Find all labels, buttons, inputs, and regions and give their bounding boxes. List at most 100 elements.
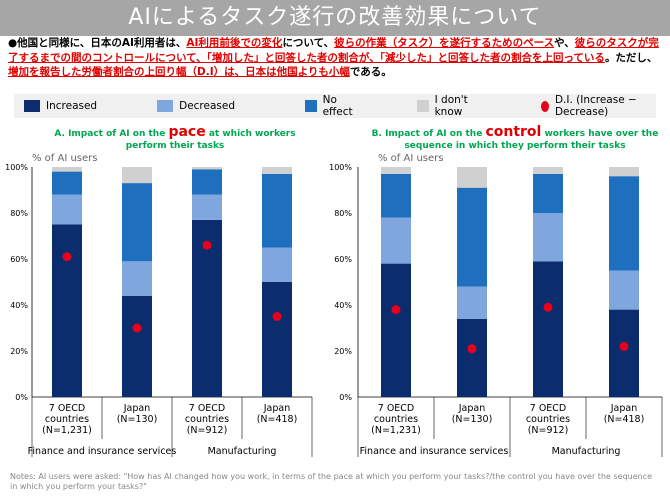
y-tick-label: 80% <box>10 209 28 218</box>
di-point <box>391 305 401 315</box>
x-category-label: (N=912) <box>187 425 228 436</box>
di-point <box>619 341 629 351</box>
x-category-label: (N=912) <box>528 425 569 436</box>
intro-part: 彼らの作業（タスク）を遂行するためのペース <box>334 37 555 49</box>
intro-part: 。ただし、 <box>604 51 658 64</box>
bar-segment-i-don-t-know <box>457 167 487 188</box>
y-tick-label: 0% <box>339 393 352 402</box>
charts-canvas: 0%20%40%60%80%100%7 OECDcountries(N=1,23… <box>5 163 663 457</box>
bar-segment-no-effect <box>381 173 411 218</box>
legend-label: Decreased <box>179 100 236 112</box>
x-category-label: countries <box>185 414 229 425</box>
bar-segment-decreased <box>192 194 222 220</box>
x-category-label: (N=130) <box>117 414 158 425</box>
di-point <box>132 323 142 333</box>
panel-b-title: B. Impact of AI on the control workers h… <box>370 124 660 152</box>
legend-item: Increased <box>24 100 97 112</box>
x-category-label: Japan <box>123 403 151 414</box>
group-label: Finance and insurance services <box>360 446 509 457</box>
legend-label: I don't know <box>434 94 468 118</box>
di-point <box>543 302 553 312</box>
intro-part: 彼らのタスクが完了するまでの間のコントロールについて、「増加した」と回答した者の… <box>8 37 659 64</box>
bar-segment-increased <box>262 282 292 397</box>
bar-segment-no-effect <box>457 187 487 287</box>
di-point <box>467 344 477 354</box>
panel-b-title-pre: B. Impact of AI on the <box>371 129 486 139</box>
group-label: Manufacturing <box>208 446 277 457</box>
legend-item: D.I. (Increase − Decrease) <box>540 94 656 118</box>
di-point <box>62 252 72 262</box>
panel-a-title-pre: A. Impact of AI on the <box>54 129 169 139</box>
bar-segment-i-don-t-know <box>262 167 292 174</box>
bar-segment-decreased <box>122 261 152 296</box>
panel-a-unit: % of AI users <box>32 153 98 164</box>
legend-item: No effect <box>305 94 357 118</box>
y-tick-label: 0% <box>15 393 28 402</box>
di-point <box>272 312 282 321</box>
y-tick-label: 40% <box>10 301 28 310</box>
y-tick-label: 100% <box>5 163 28 172</box>
bar-segment-increased <box>52 224 82 397</box>
bar-segment-i-don-t-know <box>192 167 222 170</box>
bar-segment-decreased <box>52 194 82 225</box>
x-category-label: countries <box>526 414 570 425</box>
bar-segment-increased <box>609 309 639 397</box>
bar-segment-increased <box>122 295 152 397</box>
legend-swatch <box>417 100 429 112</box>
intro-part: AI利用前後での変化 <box>186 37 283 49</box>
bar-segment-decreased <box>533 213 563 262</box>
legend-label: Increased <box>46 100 98 112</box>
x-category-label: 7 OECD <box>189 403 226 414</box>
x-category-label: 7 OECD <box>530 403 567 414</box>
legend-swatch <box>157 100 174 112</box>
bar-segment-i-don-t-know <box>52 167 82 172</box>
legend-item: Decreased <box>157 100 235 112</box>
x-category-label: Japan <box>610 403 638 414</box>
di-point <box>202 240 212 250</box>
legend-swatch <box>24 100 40 112</box>
panel-b-title-emphasis: control <box>485 124 542 140</box>
x-category-label: countries <box>45 414 89 425</box>
x-category-label: Japan <box>458 403 486 414</box>
legend-label: No effect <box>322 94 353 118</box>
intro-text: ●他国と同様に、日本のAI利用者は、AI利用前後での変化について、彼らの作業（タ… <box>8 36 664 80</box>
bar-segment-decreased <box>381 217 411 264</box>
y-tick-label: 40% <box>334 301 352 310</box>
bar-segment-decreased <box>457 286 487 319</box>
panel-a-title-emphasis: pace <box>168 124 206 140</box>
panel-a-title-post: at which workers perform their tasks <box>125 129 296 151</box>
bar-segment-decreased <box>609 270 639 310</box>
chart-legend: Increased Decreased No effect I don't know D… <box>14 94 656 118</box>
bar-segment-no-effect <box>52 171 82 195</box>
y-tick-label: 20% <box>334 347 352 356</box>
bar-segment-increased <box>381 263 411 397</box>
legend-label: D.I. (Increase − Decrease) <box>554 94 637 118</box>
bar-segment-no-effect <box>262 173 292 248</box>
panel-b-title-post: workers have over the sequence in which … <box>404 129 659 151</box>
x-category-label: Japan <box>263 403 291 414</box>
x-category-label: 7 OECD <box>378 403 415 414</box>
intro-part: ●他国と同様に、日本のAI利用者は、 <box>8 37 187 49</box>
bar-segment-decreased <box>262 247 292 282</box>
bar-segment-no-effect <box>122 183 152 262</box>
bar-segment-i-don-t-know <box>533 167 563 174</box>
group-label: Manufacturing <box>552 446 621 457</box>
x-category-label: 7 OECD <box>49 403 86 414</box>
panel-a-title: A. Impact of AI on the pace at which wor… <box>40 124 310 152</box>
y-tick-label: 60% <box>334 255 352 264</box>
group-label: Finance and insurance services <box>28 446 177 457</box>
panel-b-unit: % of AI users <box>378 153 444 164</box>
notes: Notes: AI users were asked: "How has AI … <box>10 472 653 491</box>
y-tick-label: 80% <box>334 209 352 218</box>
intro-part: や、 <box>554 37 575 49</box>
bar-segment-increased <box>533 261 563 397</box>
x-category-label: countries <box>374 414 418 425</box>
legend-swatch <box>305 100 317 112</box>
x-category-label: (N=418) <box>604 414 645 425</box>
bar-segment-i-don-t-know <box>122 167 152 184</box>
bar-segment-no-effect <box>192 169 222 195</box>
page-title: AIによるタスク遂行の改善効果について <box>0 0 670 36</box>
legend-item: I don't know <box>417 94 481 118</box>
bar-segment-no-effect <box>609 176 639 271</box>
legend-dot-icon <box>540 100 549 112</box>
